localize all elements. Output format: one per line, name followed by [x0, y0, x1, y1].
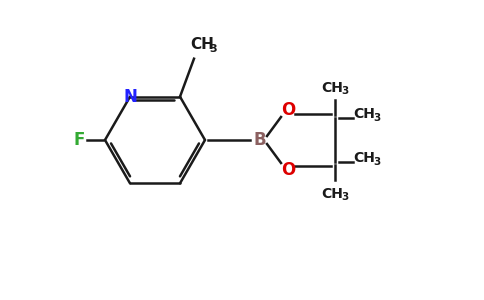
- Text: CH: CH: [321, 187, 343, 201]
- Text: 3: 3: [373, 113, 380, 123]
- Text: CH: CH: [321, 81, 343, 95]
- Text: 3: 3: [209, 44, 217, 54]
- Text: 3: 3: [341, 192, 348, 202]
- Text: N: N: [123, 88, 137, 106]
- Text: 3: 3: [373, 157, 380, 167]
- Text: O: O: [281, 101, 295, 119]
- Text: CH: CH: [353, 151, 375, 165]
- Text: CH: CH: [353, 107, 375, 121]
- Text: O: O: [281, 161, 295, 179]
- Text: F: F: [73, 131, 85, 149]
- Text: B: B: [254, 131, 266, 149]
- Text: 3: 3: [341, 86, 348, 96]
- Text: CH: CH: [190, 37, 214, 52]
